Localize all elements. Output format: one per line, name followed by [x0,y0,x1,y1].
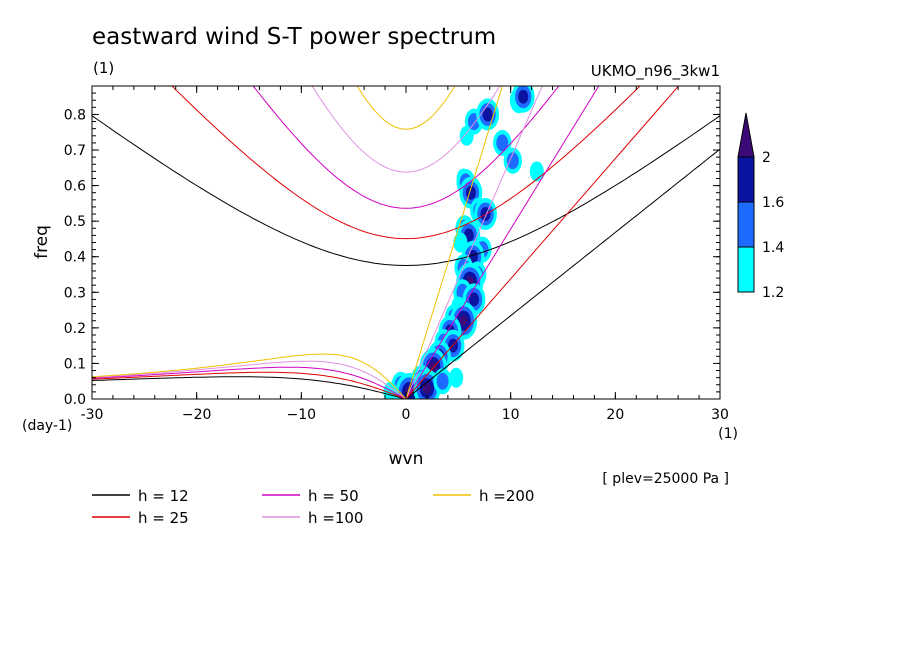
colorbar-segment [737,246,755,293]
spectrum-blob-6-level-1 [506,152,519,170]
spectrum-blob-25-level-3 [459,315,468,327]
y-tick-label: 0.3 [64,285,86,301]
x-axis-title: wvn [389,449,424,469]
gravity-curve-h100 [311,86,501,173]
x-tick-label: 0 [402,407,411,423]
spectrum-blob-37-level-0 [449,367,464,388]
colorbar-label: 1.4 [762,240,784,256]
rossby-curve-h50 [92,366,407,399]
y-tick-label: 0.1 [64,356,86,372]
y-tick-label: 0.5 [64,214,86,230]
gravity-curve-h50 [252,86,560,209]
rossby-curve-h200 [92,353,407,399]
chart-title: eastward wind S-T power spectrum [92,24,496,50]
kelvin-curve-h25 [405,86,680,399]
colorbar-label: 1.2 [762,285,784,301]
spectrum-blob-2-level-2 [482,107,493,122]
y-tick-label: 0.4 [64,250,86,266]
plev-annotation: [ plev=25000 Pa ] [602,471,729,487]
kelvin-curve-h100 [405,86,543,399]
x-unit-label: (1) [718,426,738,442]
x-tick-label: 10 [502,407,520,423]
gravity-curve-h200 [356,86,456,130]
rossby-curve-h12 [92,376,407,399]
x-tick-label: -30 [81,407,104,423]
spectrum-blob-36-level-1 [436,372,449,390]
spectrum-blob-22-level-2 [469,292,479,307]
x-tick-label: −10 [287,407,317,423]
subtitle-left: (1) [93,59,114,77]
colorbar-label: 1.6 [762,195,784,211]
spectrum-blob-34-level-3 [422,382,431,394]
y-unit-label: (day-1) [22,418,72,434]
legend-label-h50: h = 50 [308,487,359,505]
gravity-curve-h25 [171,86,641,240]
legend-label-h200: h =200 [479,487,534,505]
legend-label-h100: h =100 [308,509,363,527]
colorbar-extend-arrow [737,112,755,158]
legend: h = 12 h = 25 h = 50 h =100 h =200 [92,487,534,527]
x-tick-label: 30 [711,407,729,423]
rossby-curve-h100 [92,360,407,399]
x-tick-label: 20 [606,407,624,423]
spectrum-blob-4-level-2 [518,89,529,104]
y-tick-label: 0.6 [64,179,86,195]
y-tick-label: 0.0 [64,392,86,408]
rossby-curve-h25 [92,371,407,399]
colorbar: 2 1.6 1.4 1.2 [737,112,784,301]
plot-frame [91,85,721,400]
subtitle-right: UKMO_n96_3kw1 [591,62,720,81]
colorbar-segment [737,156,755,203]
legend-label-h12: h = 12 [138,487,189,505]
kelvin-curve-h50 [405,86,600,399]
dispersion-curves [92,86,720,399]
kelvin-curve-h12 [405,148,720,399]
kelvin-curve-h200 [405,86,503,399]
colorbar-label: 2 [762,150,771,166]
y-axis: 0.0 0.1 0.2 0.3 0.4 0.5 0.6 0.7 0.8 [64,85,720,408]
spectrum-blob-5-level-1 [496,134,509,152]
y-tick-label: 0.8 [64,107,86,123]
x-axis: -30 −20 −10 0 10 20 30 [81,86,729,423]
gravity-curve-h12 [92,115,720,267]
y-tick-label: 0.7 [64,143,86,159]
x-tick-label: −20 [182,407,212,423]
spectrum-contours [383,86,544,399]
y-axis-title: freq [32,225,52,259]
legend-label-h25: h = 25 [138,509,189,527]
y-tick-label: 0.2 [64,321,86,337]
colorbar-segment [737,201,755,248]
